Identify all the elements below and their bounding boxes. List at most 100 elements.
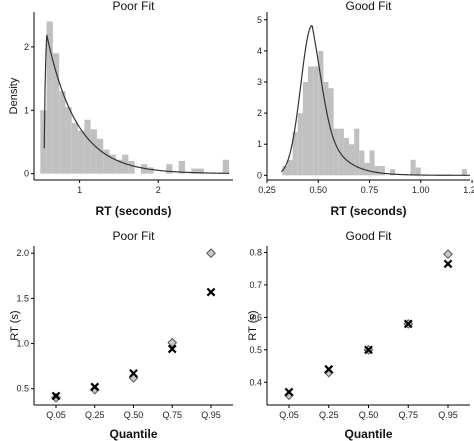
x-tick-label: 0.75 <box>361 185 379 195</box>
histogram-bar <box>302 82 309 176</box>
histogram-bar <box>292 131 298 176</box>
y-tick-label: 1 <box>24 105 29 115</box>
histogram-bar <box>84 119 91 174</box>
x-tick-label: 1 <box>77 185 82 195</box>
x-tick-label: Q.50 <box>359 410 379 420</box>
histogram-bar <box>90 129 97 174</box>
x-axis-title: Quantile <box>109 427 157 441</box>
histogram-bar <box>415 167 421 176</box>
histogram-bar <box>343 138 350 176</box>
y-tick-label: 0.8 <box>249 247 262 257</box>
y-tick-label: 1.5 <box>16 293 29 303</box>
histogram-bar <box>71 122 79 174</box>
x-tick-label: 0.25 <box>258 185 276 195</box>
histogram-bar <box>410 159 416 176</box>
histogram-bar <box>338 128 344 176</box>
y-tick-label: 1.0 <box>16 339 29 349</box>
histogram-bar <box>333 128 339 176</box>
x-tick-label: Q.05 <box>279 410 299 420</box>
cross-marker <box>443 259 453 269</box>
histogram-bar <box>354 128 360 176</box>
cross-marker <box>324 364 334 374</box>
y-tick-label: 4 <box>257 46 262 56</box>
x-axis-title: Quantile <box>344 427 392 441</box>
histogram-bar <box>349 144 355 176</box>
histogram-bar <box>65 107 72 174</box>
cross-marker <box>90 382 100 392</box>
x-tick-label: 2 <box>156 185 161 195</box>
histogram-bar <box>379 166 385 176</box>
x-tick-label: 1.00 <box>412 185 430 195</box>
histogram-bar <box>390 169 396 176</box>
chart-title: Good Fit <box>345 229 392 243</box>
histogram-bar <box>191 168 198 174</box>
histogram-bar <box>222 159 230 174</box>
x-tick-label: Q.75 <box>398 410 418 420</box>
y-tick-label: 0.6 <box>249 312 262 322</box>
x-tick-label: 1.25 <box>463 185 474 195</box>
cross-marker <box>403 319 413 329</box>
panel-good-fit-quantiles: Q.05 Q.25 Q.50 Q.75 Q.95 Good Fit 0.4 0.5 0.6 0.7… <box>247 229 470 441</box>
x-tick-label: Q.05 <box>46 410 66 420</box>
y-tick-label: 2 <box>24 42 29 52</box>
histogram-bar <box>461 169 467 176</box>
chart-title: Poor Fit <box>112 229 155 243</box>
x-tick-label: Q.50 <box>124 410 144 420</box>
chart-title: Poor Fit <box>112 0 155 13</box>
cross-marker <box>129 369 138 378</box>
x-tick-label: Q.25 <box>319 410 339 420</box>
histogram-bar <box>78 130 85 174</box>
y-tick-label: 0.5 <box>16 384 29 394</box>
x-axis-title: RT (seconds) <box>330 204 406 218</box>
cross-marker <box>51 391 61 401</box>
cross-marker <box>364 345 373 355</box>
y-tick-label: 3 <box>257 77 262 87</box>
y-tick-label: 1 <box>257 139 262 149</box>
x-tick-label: Q.95 <box>438 410 458 420</box>
histogram-bar <box>197 168 204 174</box>
histogram-bar <box>52 53 60 174</box>
diamond-marker <box>206 248 216 259</box>
histogram-bar <box>308 66 314 176</box>
histogram-bar <box>287 159 293 176</box>
y-axis-title: RT (s) <box>247 310 259 340</box>
y-tick-label: 0 <box>24 169 29 179</box>
y-tick-label: 0.4 <box>249 377 262 387</box>
x-tick-label: Q.95 <box>201 410 221 420</box>
histogram-bar <box>318 50 324 176</box>
histogram-bar <box>46 21 53 174</box>
y-tick-label: 0.7 <box>249 280 262 290</box>
histogram-bar <box>147 167 154 174</box>
histogram-bar <box>103 149 110 174</box>
density-curve <box>280 25 470 176</box>
histogram-bar <box>166 164 173 174</box>
y-tick-label: 0.5 <box>249 345 262 355</box>
histogram-bar <box>40 110 47 174</box>
histogram-bar <box>297 113 303 176</box>
diamond-marker <box>443 249 453 260</box>
y-axis-title: Density <box>8 77 20 114</box>
cross-marker <box>167 344 177 354</box>
histogram-bar <box>109 154 116 174</box>
histogram-bar <box>115 159 123 174</box>
chart-title: Good Fit <box>345 0 392 13</box>
y-axis-title: RT (s) <box>9 310 21 340</box>
histogram-bar <box>374 166 380 176</box>
cross-marker <box>206 287 216 297</box>
histogram-bar <box>313 66 319 176</box>
panel-poor-fit-quantiles: Q.05 Q.25 Q.50 Q.75 Q.95 Poor Fit 0.5 1.0 1.5 2.0… <box>9 229 233 441</box>
histogram-bar <box>359 150 365 176</box>
y-tick-label: 5 <box>257 15 262 25</box>
diamond-marker <box>51 392 61 403</box>
x-axis-title: RT (seconds) <box>95 204 171 218</box>
histogram-bar <box>128 160 135 174</box>
cross-marker <box>284 387 294 397</box>
histogram-bar <box>59 91 66 174</box>
diamond-marker <box>167 337 178 348</box>
histogram-bar <box>364 162 370 176</box>
histogram-bar <box>96 138 104 174</box>
y-tick-label: 0 <box>257 170 262 180</box>
histogram-bar <box>282 166 288 176</box>
y-tick-label: 2.0 <box>16 248 29 258</box>
